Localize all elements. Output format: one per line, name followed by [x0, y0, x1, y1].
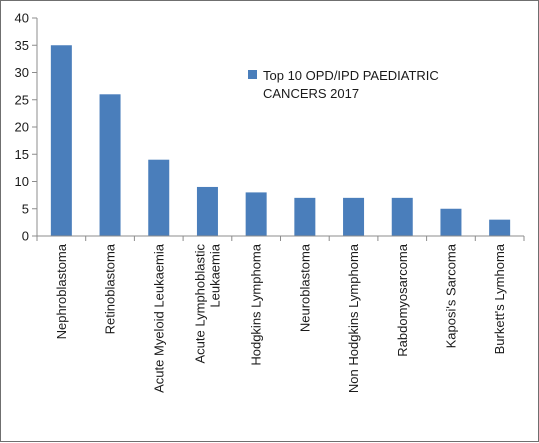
- bar: [294, 197, 316, 236]
- bar: [440, 208, 462, 236]
- y-tick-label: 10: [15, 174, 29, 189]
- y-tick-label: 25: [15, 92, 29, 107]
- y-tick-label: 30: [15, 65, 29, 80]
- y-tick-label: 20: [15, 120, 29, 135]
- legend-label: CANCERS 2017: [263, 86, 359, 101]
- x-category-label: Nephroblastoma: [54, 243, 69, 339]
- x-category-label: Kaposi's Sarcoma: [443, 243, 458, 348]
- y-tick-label: 35: [15, 38, 29, 53]
- x-category-label: Acute Lymphoblastic: [192, 244, 207, 364]
- bar: [196, 186, 218, 236]
- x-category-label: Neuroblastoma: [297, 243, 312, 332]
- y-tick-label: 0: [22, 229, 29, 244]
- bar: [489, 219, 511, 236]
- legend-swatch: [248, 70, 257, 79]
- x-category-label: Leukaemia: [207, 243, 222, 307]
- bar: [148, 159, 170, 236]
- x-category-label: Non Hodgkins Lymphoma: [346, 243, 361, 393]
- y-tick-label: 15: [15, 147, 29, 162]
- bar: [343, 197, 365, 236]
- bar: [391, 197, 413, 236]
- x-axis: Nephroblastoma Retinoblastoma Acute Myeloi…: [36, 235, 525, 393]
- bar: [245, 192, 267, 236]
- x-category-label: Burkett's Lymhoma: [492, 243, 507, 354]
- legend-label: Top 10 OPD/IPD PAEDIATRIC: [263, 68, 439, 83]
- x-category-label: Hodgkins Lymphoma: [249, 243, 264, 365]
- bar: [50, 45, 72, 236]
- y-axis: 0 5 10 15 20 25 30 35 40: [15, 11, 38, 244]
- x-category-label: Rabdomyosarcoma: [395, 243, 410, 356]
- legend: Top 10 OPD/IPD PAEDIATRIC CANCERS 2017: [248, 68, 439, 101]
- y-tick-label: 40: [15, 11, 29, 26]
- x-category-label: Acute Myeloid Leukaemia: [151, 243, 166, 393]
- y-tick-label: 5: [22, 201, 29, 216]
- x-category-label: Retinoblastoma: [103, 243, 118, 334]
- bar: [99, 94, 121, 236]
- bars: [50, 45, 511, 236]
